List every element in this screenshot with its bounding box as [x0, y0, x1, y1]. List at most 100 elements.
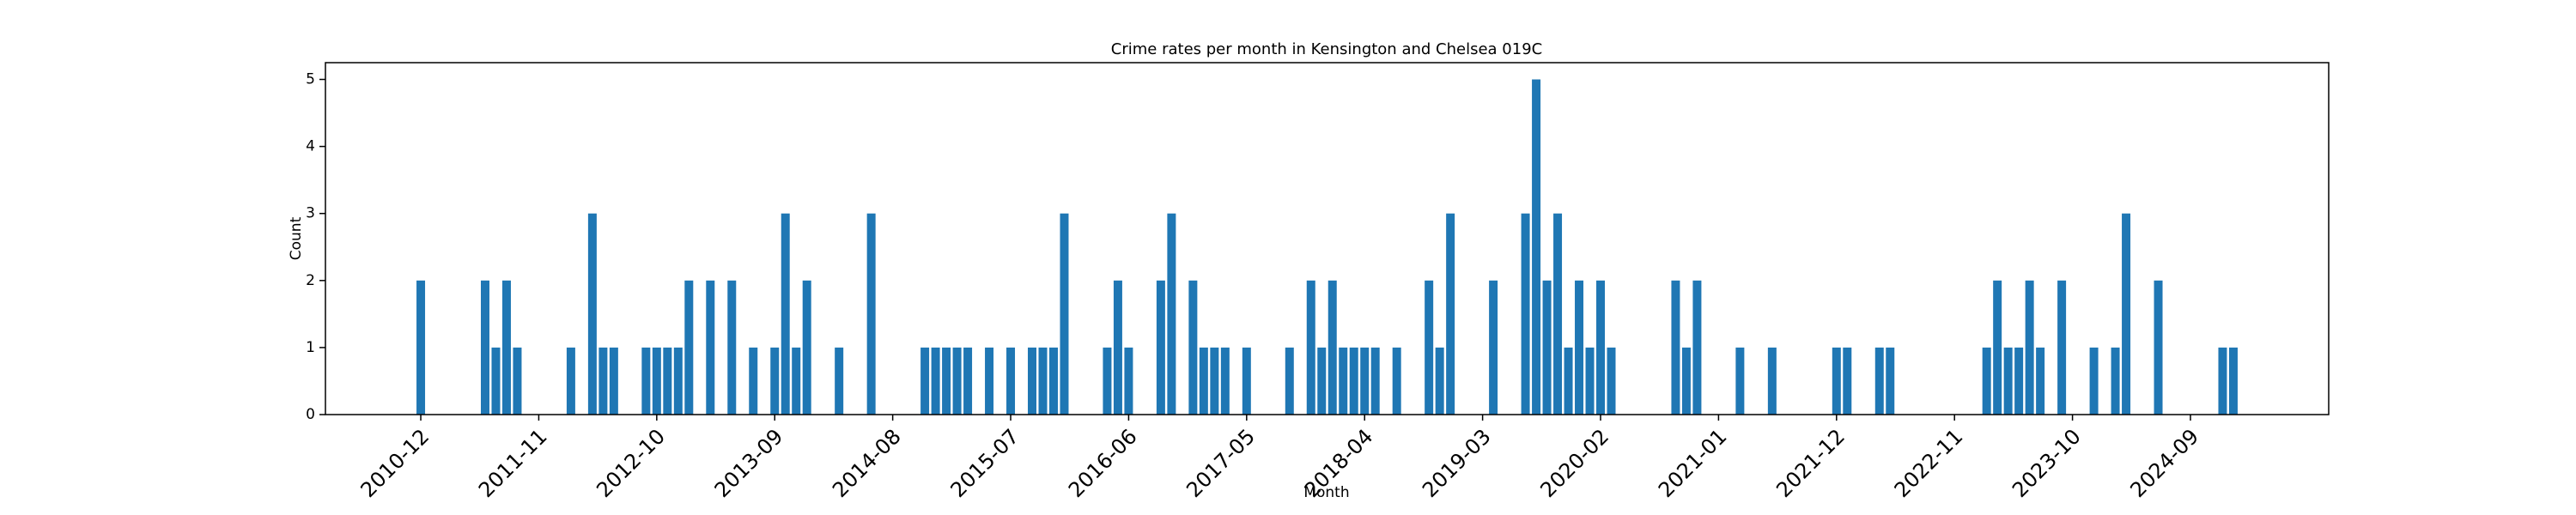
x-tick-label: 2019-03 [1418, 424, 1496, 502]
bar [609, 347, 618, 415]
x-tick-label: 2012-10 [592, 424, 670, 502]
y-tick-label: 5 [306, 71, 315, 88]
bar [1370, 347, 1380, 415]
bar [1993, 280, 2002, 415]
bar [781, 213, 790, 415]
bar [1435, 347, 1444, 415]
bar [2122, 213, 2131, 415]
bar [1681, 347, 1691, 415]
bar [1575, 280, 1584, 415]
bar [2089, 347, 2099, 415]
bar [1532, 79, 1541, 415]
bar [2036, 347, 2045, 415]
y-tick-label: 2 [306, 272, 315, 289]
bar [416, 280, 426, 415]
bar [2057, 280, 2067, 415]
y-tick-label: 1 [306, 339, 315, 356]
bar [1843, 347, 1852, 415]
bar [1103, 347, 1112, 415]
bar [652, 347, 661, 415]
x-tick-label: 2010-12 [356, 424, 434, 502]
bar [641, 347, 651, 415]
bar [1306, 280, 1315, 415]
bar [1038, 347, 1048, 415]
y-tick-label: 3 [306, 205, 315, 222]
bar [920, 347, 930, 415]
bar [931, 347, 940, 415]
chart-title: Crime rates per month in Kensington and … [1111, 40, 1542, 58]
x-tick-label: 2023-10 [2008, 424, 2086, 502]
bar [2003, 347, 2013, 415]
y-axis-label: Count [288, 216, 305, 260]
bar [1028, 347, 1037, 415]
bar [1220, 347, 1230, 415]
x-tick-label: 2021-01 [1654, 424, 1732, 502]
x-tick-label: 2011-11 [474, 424, 552, 502]
bar [1607, 347, 1616, 415]
bar [1349, 347, 1358, 415]
bar [1317, 347, 1327, 415]
bar [663, 347, 672, 415]
y-tick-label: 0 [306, 406, 315, 423]
bar [1199, 347, 1208, 415]
bar [749, 347, 758, 415]
bar [2014, 347, 2024, 415]
bar [2228, 347, 2238, 415]
bar [1874, 347, 1884, 415]
bar [952, 347, 962, 415]
bar [1210, 347, 1219, 415]
bar [1242, 347, 1251, 415]
bar [727, 280, 737, 415]
x-axis-label: Month [1303, 484, 1349, 501]
bar [1886, 347, 1895, 415]
bar [673, 347, 683, 415]
bar [835, 347, 844, 415]
bar [2025, 280, 2034, 415]
bar [963, 347, 973, 415]
x-tick-label: 2014-08 [828, 424, 906, 502]
bar [1585, 347, 1595, 415]
bar [1692, 280, 1702, 415]
bar [491, 347, 501, 415]
bar [1671, 280, 1680, 415]
bar [802, 280, 811, 415]
bar [706, 280, 715, 415]
x-tick-label: 2021-12 [1771, 424, 1850, 502]
x-tick-label: 2016-06 [1064, 424, 1142, 502]
bar [1285, 347, 1294, 415]
bar [1832, 347, 1841, 415]
bar [1553, 213, 1563, 415]
bar [1596, 280, 1606, 415]
bar [1767, 347, 1777, 415]
bar [942, 347, 951, 415]
bar [1360, 347, 1370, 415]
bar [1060, 213, 1069, 415]
bar [1542, 280, 1552, 415]
bar [985, 347, 994, 415]
bar [1048, 347, 1058, 415]
bar [1446, 213, 1455, 415]
bar [684, 280, 694, 415]
bar [1156, 280, 1165, 415]
bar [770, 347, 780, 415]
bar [866, 213, 876, 415]
bar [1113, 280, 1122, 415]
bar [2111, 347, 2120, 415]
bar [501, 280, 511, 415]
bar [1167, 213, 1176, 415]
bar [792, 347, 801, 415]
x-tick-label: 2015-07 [946, 424, 1024, 502]
bar [587, 213, 597, 415]
bar [1489, 280, 1498, 415]
bar [1425, 280, 1434, 415]
bar [1188, 280, 1198, 415]
bar [2154, 280, 2163, 415]
bar [598, 347, 608, 415]
x-tick-label: 2024-09 [2125, 424, 2203, 502]
bar [2218, 347, 2227, 415]
y-tick-label: 4 [306, 138, 315, 155]
x-tick-label: 2013-09 [710, 424, 788, 502]
bar [1006, 347, 1016, 415]
